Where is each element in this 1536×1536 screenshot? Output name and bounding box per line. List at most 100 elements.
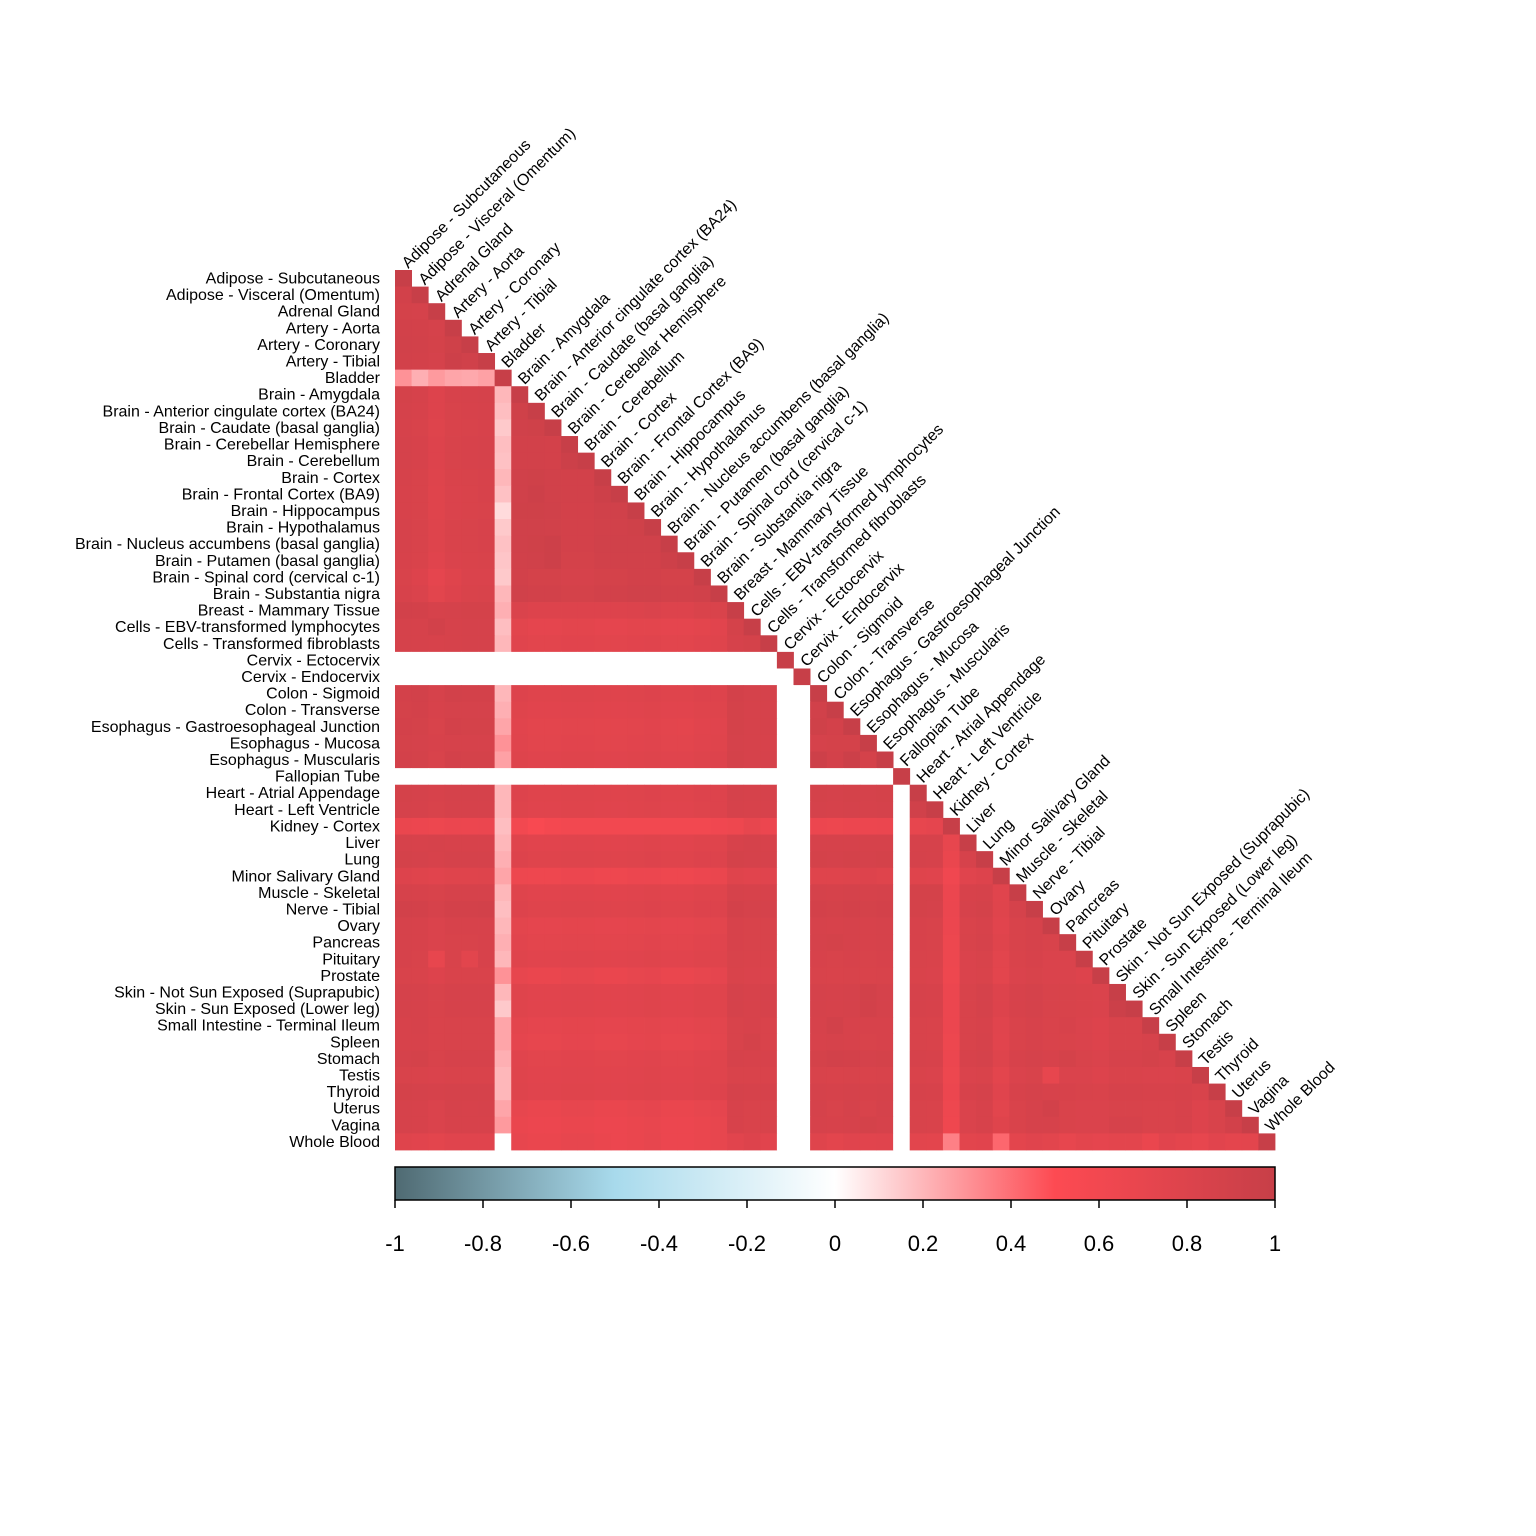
heatmap-cell [544, 651, 562, 669]
heatmap-cell [428, 1133, 446, 1151]
heatmap-cell [876, 751, 894, 769]
heatmap-cell [395, 1116, 413, 1134]
heatmap-cell [959, 950, 977, 968]
heatmap-cell [776, 983, 794, 1001]
heatmap-cell [561, 485, 579, 503]
heatmap-cell [810, 867, 828, 885]
heatmap-cell [478, 618, 496, 636]
heatmap-cell [478, 1116, 496, 1134]
heatmap-cell [395, 1033, 413, 1051]
heatmap-cell [478, 436, 496, 454]
row-label: Colon - Sigmoid [266, 686, 380, 703]
heatmap-cell [627, 635, 645, 653]
heatmap-cell [942, 1066, 960, 1084]
heatmap-cell [942, 851, 960, 869]
heatmap-cell [527, 1050, 545, 1068]
heatmap-cell [527, 900, 545, 918]
heatmap-cell [444, 1033, 462, 1051]
heatmap-cell [511, 535, 529, 553]
heatmap-cell [760, 1116, 778, 1134]
heatmap-cell [494, 1050, 512, 1068]
heatmap-cell [644, 1033, 662, 1051]
heatmap-cell [428, 867, 446, 885]
heatmap-cell [1092, 1083, 1110, 1101]
heatmap-cell [826, 1083, 844, 1101]
row-label: Whole Blood [289, 1134, 380, 1151]
heatmap-cell [561, 867, 579, 885]
heatmap-cell [478, 900, 496, 918]
heatmap-cell [461, 1116, 479, 1134]
heatmap-cell [494, 900, 512, 918]
heatmap-cell [1125, 1133, 1143, 1151]
heatmap-cell [644, 1066, 662, 1084]
heatmap-cell [610, 1066, 628, 1084]
heatmap-cell [992, 1033, 1010, 1051]
heatmap-cell [395, 1066, 413, 1084]
heatmap-cell [494, 635, 512, 653]
heatmap-cell [926, 1066, 944, 1084]
heatmap-cell [478, 784, 496, 802]
heatmap-cell [710, 668, 728, 686]
heatmap-cell [610, 1083, 628, 1101]
heatmap-cell [644, 668, 662, 686]
heatmap-cell [1125, 1066, 1143, 1084]
heatmap-cell [577, 685, 595, 703]
row-label: Nerve - Tibial [286, 901, 380, 918]
heatmap-cell [577, 635, 595, 653]
heatmap-cell [776, 1100, 794, 1118]
heatmap-cell [693, 635, 711, 653]
heatmap-cell [428, 353, 446, 371]
heatmap-cell [893, 851, 911, 869]
heatmap-cell [544, 519, 562, 537]
heatmap-cell [1142, 1066, 1160, 1084]
heatmap-cell [594, 867, 612, 885]
heatmap-cell [793, 934, 811, 952]
heatmap-cell [527, 950, 545, 968]
heatmap-cell [959, 851, 977, 869]
heatmap-cell [577, 917, 595, 935]
heatmap-cell [776, 950, 794, 968]
heatmap-cell [776, 668, 794, 686]
heatmap-cell [727, 784, 745, 802]
heatmap-cell [1142, 1116, 1160, 1134]
heatmap-cell [444, 1066, 462, 1084]
heatmap-cell [1075, 1033, 1093, 1051]
heatmap-cell [660, 768, 678, 786]
heatmap-cell [428, 369, 446, 387]
heatmap-cell [444, 336, 462, 354]
heatmap-cell [461, 718, 479, 736]
heatmap-cell [478, 635, 496, 653]
heatmap-cell [893, 1133, 911, 1151]
heatmap-cell [660, 751, 678, 769]
heatmap-cell [942, 1050, 960, 1068]
row-label: Cervix - Endocervix [241, 669, 380, 686]
heatmap-cell [793, 900, 811, 918]
heatmap-cell [544, 485, 562, 503]
heatmap-cell [660, 701, 678, 719]
heatmap-cell [395, 917, 413, 935]
heatmap-cell [428, 900, 446, 918]
heatmap-cell [843, 801, 861, 819]
heatmap-cell [1075, 950, 1093, 968]
heatmap-cell [793, 884, 811, 902]
heatmap-cell [511, 983, 529, 1001]
heatmap-cell [395, 585, 413, 603]
heatmap-cell [660, 585, 678, 603]
heatmap-cell [942, 934, 960, 952]
heatmap-cell [693, 900, 711, 918]
heatmap-cell [710, 983, 728, 1001]
heatmap-cell [677, 734, 695, 752]
heatmap-cell [909, 1100, 927, 1118]
heatmap-cell [893, 1000, 911, 1018]
heatmap-cell [411, 701, 429, 719]
heatmap-cell [693, 817, 711, 835]
heatmap-cell [511, 1017, 529, 1035]
heatmap-cell [444, 485, 462, 503]
heatmap-cell [876, 817, 894, 835]
heatmap-cell [527, 801, 545, 819]
heatmap-cell [1108, 1017, 1126, 1035]
heatmap-cell [644, 1100, 662, 1118]
heatmap-cell [395, 900, 413, 918]
heatmap-cell [395, 485, 413, 503]
heatmap-cell [727, 801, 745, 819]
